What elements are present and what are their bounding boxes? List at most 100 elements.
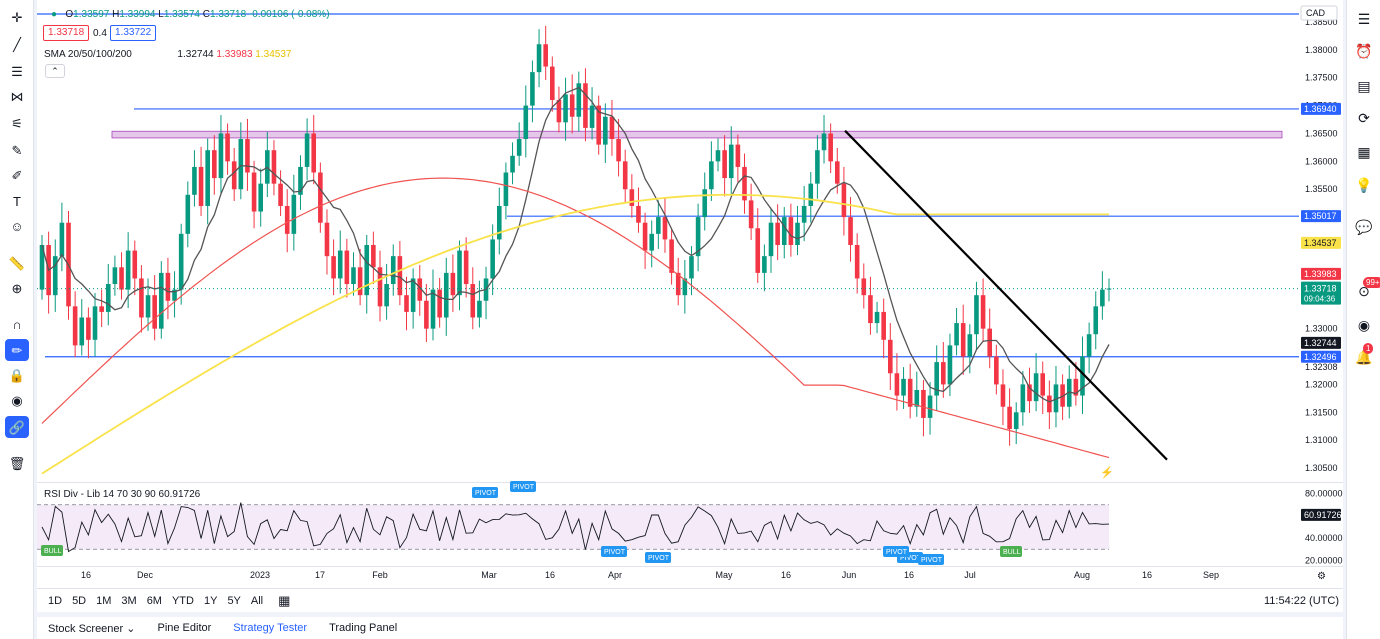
sma20-line <box>41 86 1110 403</box>
range-1d[interactable]: 1D <box>48 594 63 607</box>
candle-body <box>450 272 456 296</box>
candle-body <box>960 323 966 357</box>
candle-body <box>311 133 317 173</box>
time-tick-label: May <box>715 570 733 580</box>
candle-body <box>788 217 794 245</box>
high-value: 1.33994 <box>119 9 156 20</box>
candle-body <box>1086 334 1092 357</box>
price-tick-label: 1.31000 <box>1305 435 1338 445</box>
footer-tab-pine-editor[interactable]: Pine Editor <box>157 622 212 634</box>
candle-body <box>278 183 283 206</box>
candle-body <box>894 373 900 396</box>
footer-tab-stock-screener[interactable]: Stock Screener ⌄ <box>48 622 136 635</box>
fib-icon[interactable]: ☰ <box>11 63 23 79</box>
notification-icon[interactable]: ⊙ <box>1358 282 1370 299</box>
symbol-dot-icon: ● <box>51 9 58 20</box>
crosshair-icon[interactable]: ✛ <box>11 9 23 25</box>
price-tick-extra: 1.32308 <box>1305 362 1338 372</box>
sell-button[interactable]: 1.33718 <box>43 25 90 41</box>
refresh-icon[interactable]: ⟳ <box>1358 109 1370 126</box>
range-all[interactable]: All <box>250 594 264 607</box>
time-tick-label: 16 <box>81 570 91 580</box>
candle-body <box>636 205 641 223</box>
footer-tab-strategy-tester[interactable]: Strategy Tester <box>233 622 308 634</box>
range-5d[interactable]: 5D <box>72 594 87 607</box>
stream-icon[interactable]: ◉ <box>1357 316 1371 333</box>
rsi-value-label: 60.91726 <box>1304 510 1342 520</box>
eye-icon[interactable]: ◉ <box>11 392 23 408</box>
range-ytd[interactable]: YTD <box>171 594 194 607</box>
news-icon[interactable]: ▤ <box>1357 77 1371 94</box>
date-range-icon[interactable]: ▦ <box>278 592 291 608</box>
candle-body <box>192 166 197 195</box>
candle-body <box>828 133 833 162</box>
rsi-signal-bg <box>883 546 909 557</box>
candle-body <box>490 239 495 279</box>
candle-body <box>841 183 847 218</box>
sma100-value: 1.34537 <box>255 49 292 60</box>
candle-body <box>172 289 177 301</box>
chat-icon[interactable]: 💬 <box>1355 218 1373 235</box>
candle-body <box>815 150 820 184</box>
countdown-label: 09:04:36 <box>1304 295 1336 304</box>
idea-icon[interactable]: 💡 <box>1355 176 1373 193</box>
candle-body <box>662 217 668 240</box>
rsi-signal-bg <box>472 487 498 498</box>
pattern-icon[interactable]: ⋈ <box>10 88 24 104</box>
candle-body <box>914 389 920 407</box>
lock-drawing-icon[interactable]: ✏ <box>5 339 29 361</box>
projection-icon[interactable]: ⚟ <box>11 115 23 131</box>
magnet-icon[interactable]: ∩ <box>12 316 22 332</box>
candle-body <box>1020 384 1026 413</box>
candle-body <box>781 217 787 245</box>
trend-line-icon[interactable]: ╱ <box>13 36 21 52</box>
candle-body <box>695 217 701 257</box>
rsi-band <box>37 504 1109 550</box>
rsi-signal-label: BULL <box>1003 549 1021 556</box>
candle-body <box>609 116 615 140</box>
candle-body <box>271 150 277 184</box>
range-1y[interactable]: 1Y <box>203 594 218 607</box>
price-tick-label: 1.33000 <box>1305 324 1338 334</box>
pen-icon[interactable]: ✐ <box>11 167 23 183</box>
candle-body <box>238 139 244 190</box>
rsi-title: RSI Div - Lib 14 70 30 90 <box>44 489 156 500</box>
candle-body <box>357 267 363 296</box>
range-5y[interactable]: 5Y <box>227 594 241 607</box>
ruler-icon[interactable]: 📏 <box>8 255 26 271</box>
clock-label[interactable]: 11:54:22 (UTC) <box>1264 595 1339 607</box>
rsi-line <box>41 502 1110 553</box>
range-1m[interactable]: 1M <box>96 594 112 607</box>
link-icon[interactable]: 🔗 <box>5 416 29 438</box>
candle-body <box>848 217 853 245</box>
range-3m[interactable]: 3M <box>121 594 137 607</box>
alert-clock-icon[interactable]: ⏰ <box>1355 42 1373 59</box>
candle-body <box>86 317 91 340</box>
candle-body <box>563 94 568 123</box>
calendar-icon[interactable]: ▦ <box>1357 143 1371 160</box>
sma-legend[interactable]: SMA 20/50/100/200 1.32744 1.33983 1.3453… <box>44 49 291 60</box>
candle-body <box>682 278 688 296</box>
footer-tab-trading-panel[interactable]: Trading Panel <box>329 622 398 634</box>
range-6m[interactable]: 6M <box>146 594 162 607</box>
text-icon[interactable]: T <box>13 193 21 209</box>
rsi-legend[interactable]: RSI Div - Lib 14 70 30 90 60.91726 <box>44 489 200 500</box>
zoom-icon[interactable]: ⊕ <box>11 280 23 296</box>
candle-body <box>52 256 58 296</box>
watchlist-icon[interactable]: ☰ <box>1357 10 1371 27</box>
candle-body <box>675 272 681 296</box>
chart-panel[interactable]: 1.385001.380001.375001.370001.365001.360… <box>37 0 1343 612</box>
brush-icon[interactable]: ✎ <box>11 142 23 158</box>
candle-body <box>59 222 65 257</box>
candle-body <box>284 205 290 234</box>
lock-icon[interactable]: 🔒 <box>8 367 26 383</box>
candle-body <box>748 200 754 229</box>
time-tick-label: 16 <box>781 570 791 580</box>
collapse-legend-button[interactable]: ⌃ <box>45 64 65 78</box>
currency-box <box>1300 5 1338 21</box>
level2-label-bg <box>1301 210 1341 223</box>
trash-icon[interactable]: 🗑 <box>8 455 26 471</box>
chart-canvas[interactable]: 1.385001.380001.375001.370001.365001.360… <box>37 0 1343 588</box>
buy-button[interactable]: 1.33722 <box>110 25 157 41</box>
emoji-icon[interactable]: ☺ <box>10 218 24 234</box>
